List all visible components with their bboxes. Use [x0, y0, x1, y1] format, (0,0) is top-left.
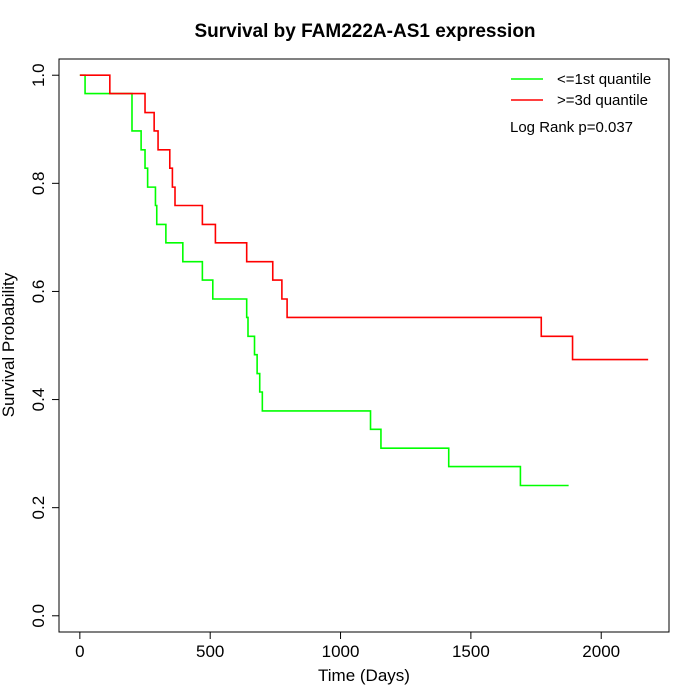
x-tick-label: 2000 — [582, 642, 620, 661]
x-tick-label: 1500 — [452, 642, 490, 661]
chart-title: Survival by FAM222A-AS1 expression — [194, 21, 535, 42]
x-tick-label: 500 — [196, 642, 224, 661]
y-axis: 0.0 0.2 0.4 0.6 0.8 1.0 — [29, 63, 60, 628]
y-tick-label: 1.0 — [29, 63, 48, 87]
legend-label-2: >=3d quantile — [557, 92, 648, 109]
series-layer — [79, 74, 649, 487]
log-rank-annotation: Log Rank p=0.037 — [510, 119, 633, 136]
y-tick-label: 0.2 — [29, 496, 48, 520]
y-tick-label: 0.0 — [29, 604, 48, 628]
x-tick-label: 0 — [75, 642, 84, 661]
plot-frame — [58, 58, 670, 633]
x-axis-label: Time (Days) — [318, 666, 410, 685]
y-tick-label: 0.4 — [29, 388, 48, 412]
series-curve-2 — [79, 74, 649, 361]
legend: <=1st quantile >=3d quantile — [511, 71, 651, 109]
series-curve-1 — [79, 74, 569, 487]
x-axis: 0 500 1000 1500 2000 — [75, 631, 620, 661]
legend-label-1: <=1st quantile — [557, 71, 651, 88]
y-tick-label: 0.8 — [29, 172, 48, 196]
y-tick-label: 0.6 — [29, 280, 48, 304]
y-axis-label: Survival Probability — [0, 272, 18, 417]
x-tick-label: 1000 — [322, 642, 360, 661]
